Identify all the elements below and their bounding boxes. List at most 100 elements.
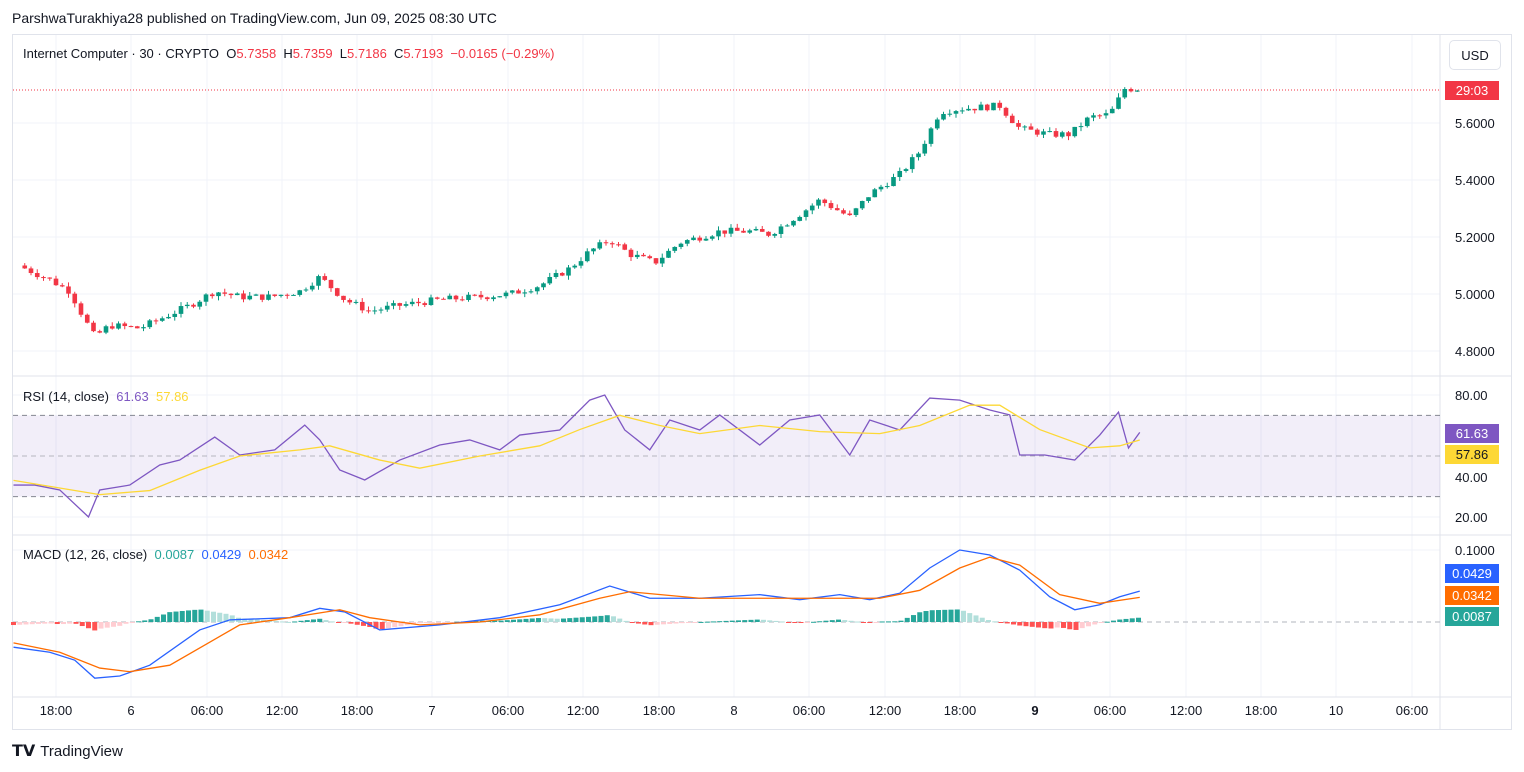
macd-histogram-bar [911, 615, 916, 622]
candle-body [647, 256, 653, 259]
macd-histogram-bar [1111, 620, 1116, 622]
macd-histogram-bar [136, 621, 141, 623]
candle-body [409, 301, 415, 305]
macd-histogram-bar [711, 621, 716, 623]
candle-body [441, 298, 446, 300]
macd-histogram-bar [561, 618, 566, 622]
macd-histogram-bar [92, 622, 98, 631]
macd-histogram-bar [1104, 621, 1110, 623]
currency-button[interactable]: USD [1449, 40, 1501, 70]
candle-body [359, 301, 365, 311]
candle-body [428, 297, 434, 306]
rsi-value: 61.63 [116, 389, 149, 404]
macd-histogram-bar [204, 610, 210, 622]
candle-body [1116, 97, 1121, 109]
tradingview-logo[interactable]: 𝗧𝗩 TradingView [12, 741, 123, 761]
macd-histogram-bar [892, 621, 898, 623]
candle-body [1022, 126, 1028, 128]
symbol-label[interactable]: Internet Computer · 30 · CRYPTO [23, 46, 220, 61]
candle-body [609, 243, 615, 245]
rsi-ma-tag: 57.86 [1445, 445, 1499, 464]
macd-histogram-bar [448, 622, 454, 623]
candle-body [716, 230, 721, 237]
candle-body [991, 102, 996, 111]
rsi-tick: 40.00 [1455, 470, 1488, 485]
macd-histogram-bar [867, 622, 873, 624]
macd-histogram-bar [529, 618, 535, 622]
macd-histogram-bar [273, 620, 279, 622]
candle-body [766, 231, 771, 236]
low-label: L [339, 46, 348, 61]
candle-body [497, 296, 503, 298]
macd-label[interactable]: MACD (12, 26, close) [23, 547, 148, 562]
close-label: C [394, 46, 404, 61]
macd-histogram-bar [336, 622, 341, 623]
macd-histogram-bar [48, 622, 54, 624]
candle-body [684, 240, 690, 244]
macd-histogram-bar [429, 622, 435, 623]
rsi-ma-line [13, 404, 1140, 496]
price-tick: 5.4000 [1455, 173, 1495, 188]
candle-body [659, 257, 665, 264]
candle-body [366, 310, 371, 312]
macd-histogram-bar [36, 622, 41, 624]
time-label: 18:00 [1244, 703, 1278, 718]
macd-histogram-bar [698, 621, 704, 623]
macd-histogram-bar [836, 619, 841, 622]
macd-histogram-bar [1061, 622, 1066, 628]
candle-body [984, 104, 990, 111]
candle-body [422, 303, 428, 306]
candle-body [634, 254, 640, 258]
macd-histogram-bar [936, 610, 941, 622]
candle-body [122, 323, 128, 327]
macd-histogram-bar [1092, 622, 1098, 625]
candle-body [878, 186, 884, 190]
candle-body [772, 233, 778, 236]
candle-body [1016, 123, 1021, 127]
macd-histogram-bar [386, 622, 391, 629]
rsi-legend: RSI (14, close) 61.63 57.86 [23, 389, 189, 404]
tradingview-icon: 𝗧𝗩 [12, 743, 36, 760]
candle-body [891, 177, 896, 187]
macd-histogram-bar [998, 622, 1004, 623]
macd-histogram-bar [86, 622, 91, 629]
candle-body [859, 200, 865, 209]
candle-body [309, 285, 315, 290]
rsi-label[interactable]: RSI (14, close) [23, 389, 109, 404]
candle-body [753, 228, 759, 231]
macd-histogram-bar [242, 618, 248, 622]
candle-body [216, 292, 221, 297]
candle-body [584, 251, 590, 262]
macd-histogram-bar [736, 620, 741, 622]
macd-histogram-bar [148, 619, 154, 622]
macd-histogram-bar [823, 620, 829, 622]
candle-body [159, 318, 165, 321]
candle-body [884, 186, 890, 188]
candle-body [353, 301, 359, 303]
candle-body [622, 244, 628, 250]
macd-histogram-bar [542, 618, 548, 622]
low-value: 5.7186 [347, 46, 387, 61]
candle-body [228, 293, 234, 296]
macd-histogram-bar [117, 622, 123, 626]
macd-histogram-bar [129, 622, 135, 623]
candle-body [466, 294, 471, 301]
candle-body [941, 113, 946, 120]
macd-hist-value: 0.0087 [154, 547, 195, 562]
candle-body [541, 283, 546, 288]
candle-body [391, 303, 396, 306]
close-value: 5.7193 [403, 46, 444, 61]
macd-histogram-bar [29, 622, 35, 625]
macd-histogram-bar [436, 622, 441, 623]
macd-histogram-bar [398, 622, 404, 627]
macd-histogram-bar [598, 615, 604, 622]
macd-histogram-bar [98, 622, 104, 629]
candle-body [184, 304, 190, 307]
rsi-ma-value: 57.86 [156, 389, 189, 404]
candle-body [397, 303, 403, 306]
candle-body [1047, 131, 1053, 133]
candle-body [259, 294, 265, 300]
candle-body [959, 110, 965, 112]
candle-body [297, 290, 303, 295]
